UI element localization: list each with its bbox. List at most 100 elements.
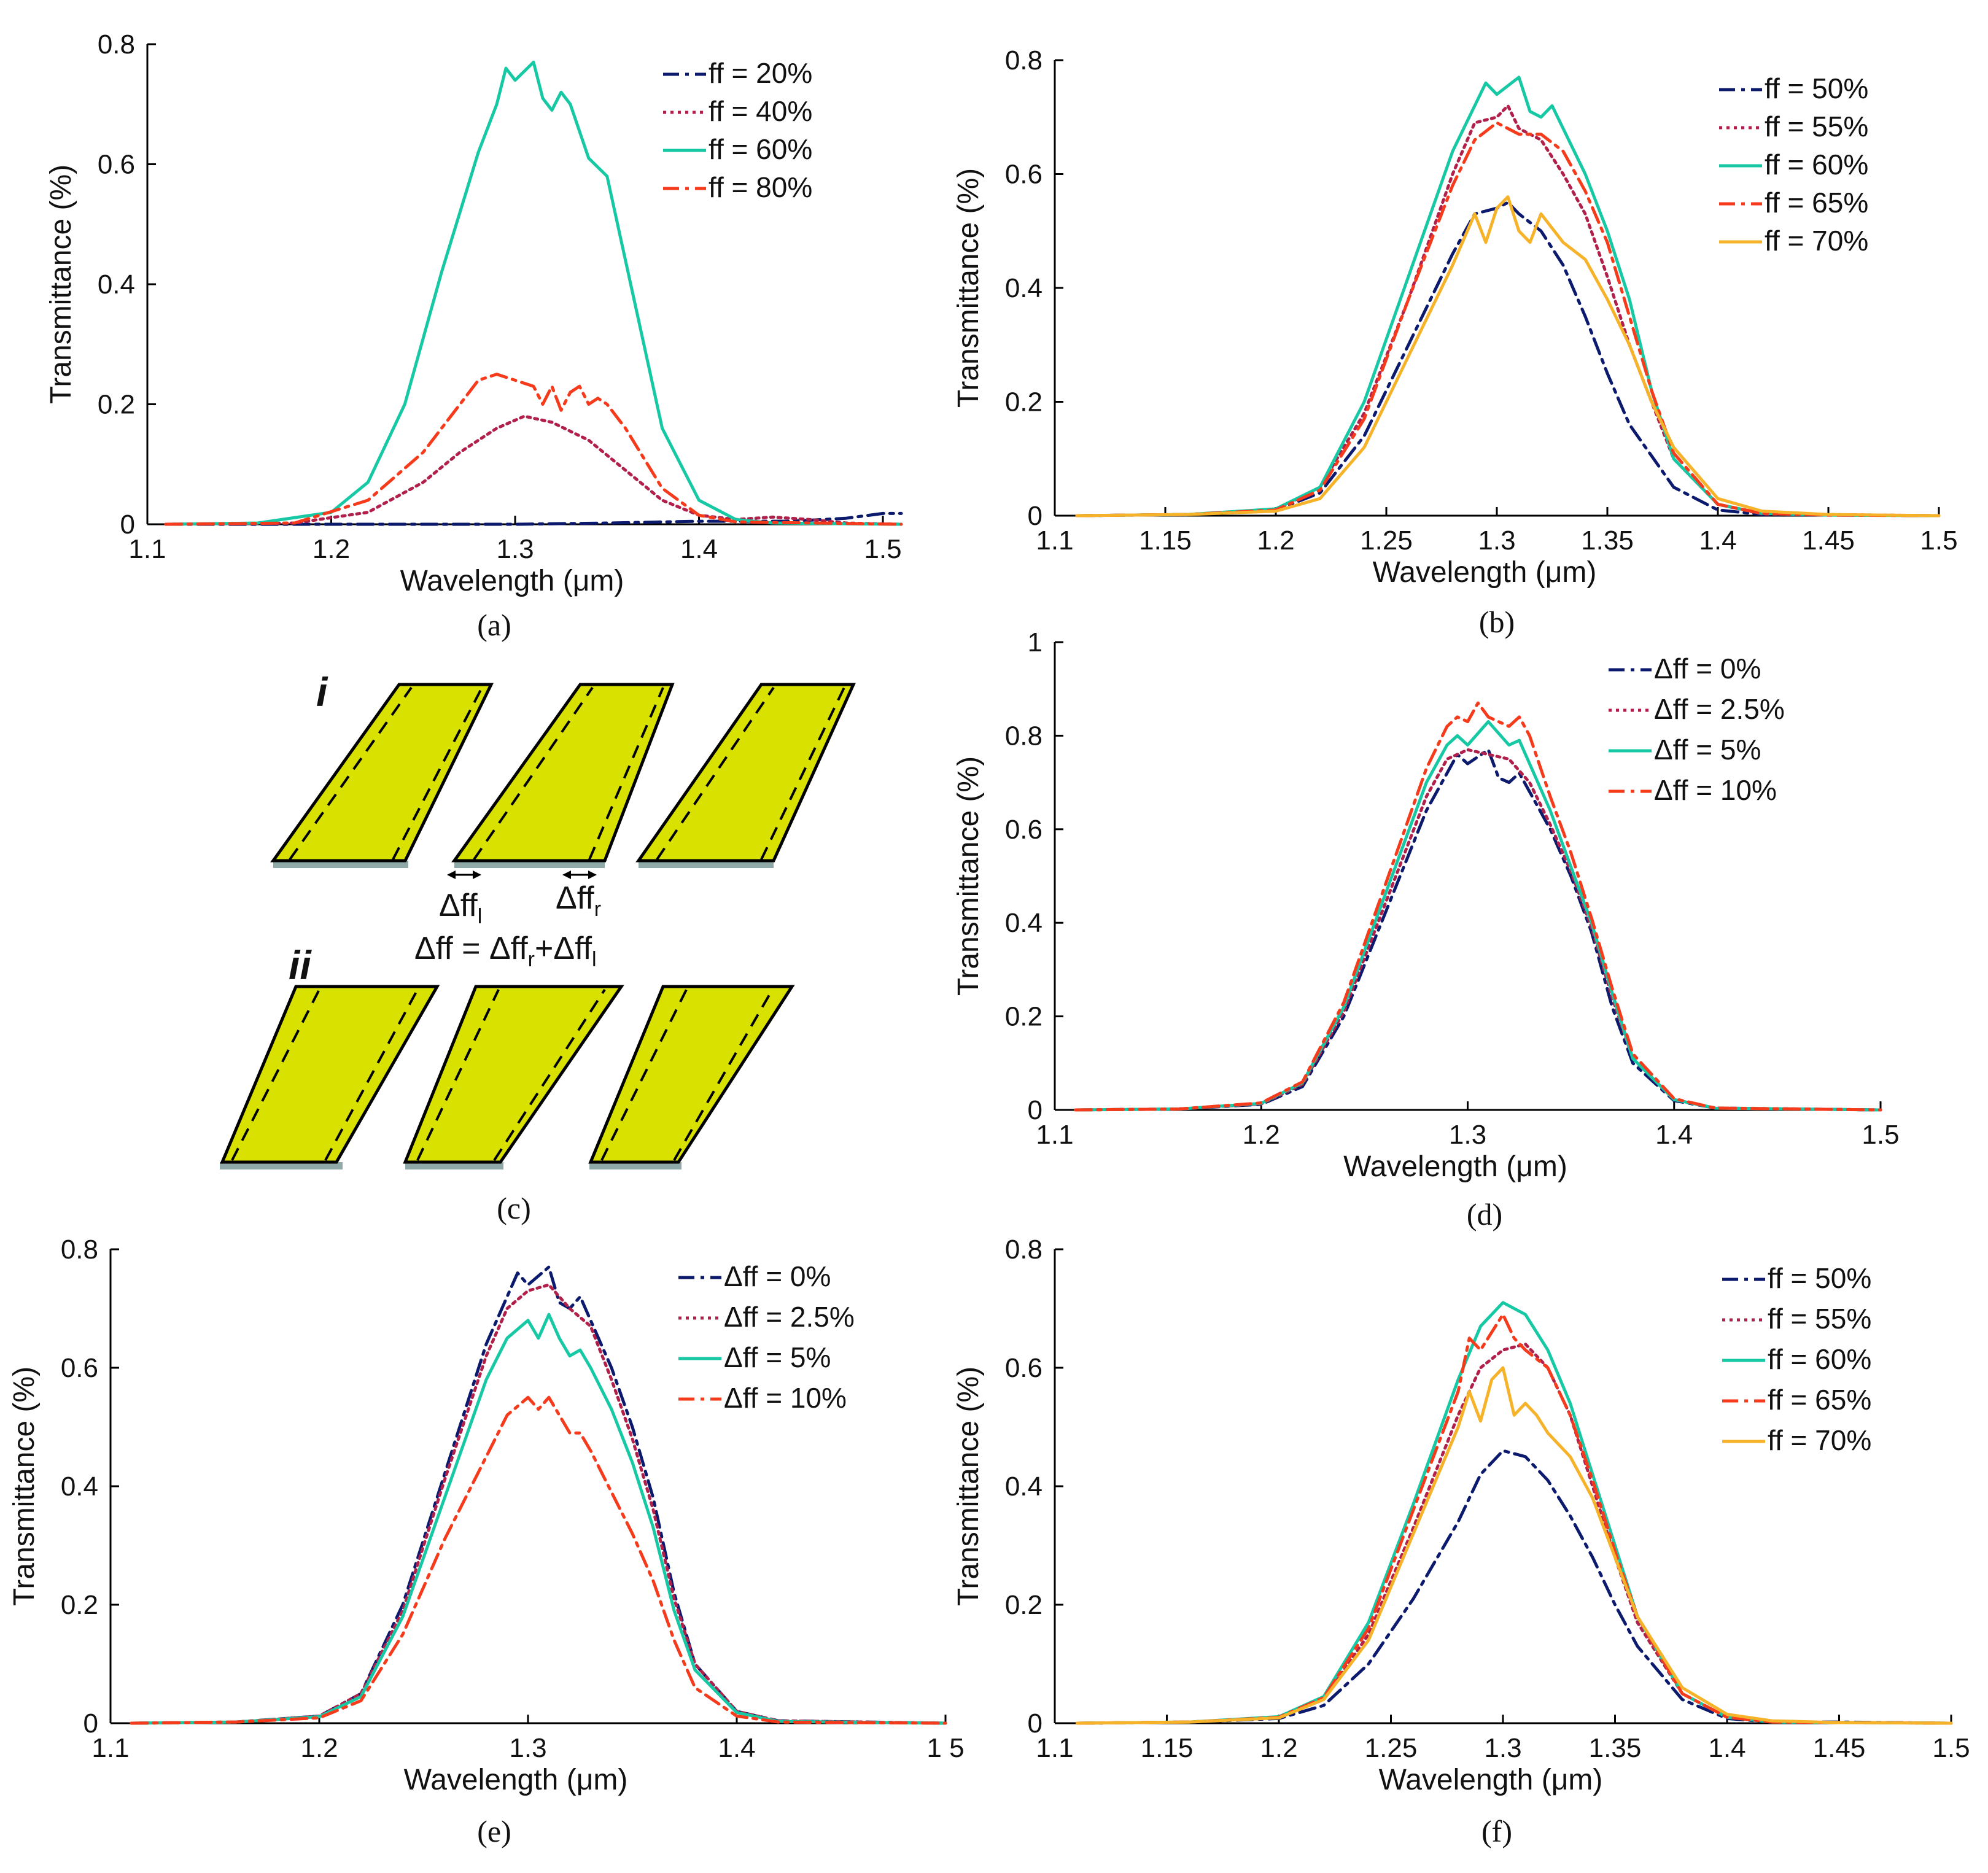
y-tick-label: 0.4 <box>1005 273 1043 303</box>
y-axis-label: Transmittance (%) <box>8 1367 41 1606</box>
series-line <box>164 60 903 526</box>
y-tick-label: 0.4 <box>1005 1472 1043 1502</box>
legend-label: ff = 20% <box>709 57 812 89</box>
grating-ridge <box>220 985 440 1164</box>
x-tick-label: 1.1 <box>1036 1120 1073 1150</box>
y-axis-label: Transmittance (%) <box>952 168 985 408</box>
grating-ridge <box>451 683 675 863</box>
panel-d-chart: 1.1 1.2 1.3 1.4 1.5 0 0.2 0.4 0.6 0.8 1 Wavelength … <box>952 627 1900 1231</box>
panel-caption: (e) <box>477 1814 511 1848</box>
substrate-segment <box>405 1162 503 1169</box>
x-tick-label: 1.3 <box>496 534 534 564</box>
legend-label: Δff = 0% <box>724 1260 831 1292</box>
x-tick-label: 1.25 <box>1365 1733 1418 1763</box>
delta-ff-l-label: Δffl <box>439 888 482 928</box>
ridge-dashed-edge <box>760 687 845 860</box>
ridge-dashed-edge <box>493 988 606 1161</box>
y-axis-label: Transmittance (%) <box>45 165 77 404</box>
x-tick-label: 1.4 <box>718 1733 755 1763</box>
panel-c-schematic: i Δffl Δffr Δff = Δffr+Δffl ii <box>220 669 856 1225</box>
legend-label: ff = 60% <box>1768 1343 1871 1375</box>
series-line <box>130 1313 947 1725</box>
series-line <box>1075 121 1941 518</box>
panel-caption: (b) <box>1479 605 1515 639</box>
y-tick-label: 0.6 <box>1005 1353 1043 1383</box>
y-tick-label: 0.4 <box>98 270 135 300</box>
y-axis-label: Transmittance (%) <box>952 1367 985 1606</box>
x-tick-label: 1.35 <box>1581 525 1634 556</box>
x-tick-label: 1.1 <box>1036 1733 1073 1763</box>
x-tick-label: 1.5 <box>1932 1733 1970 1763</box>
x-axis-label: Wavelength (μm) <box>400 565 624 597</box>
x-tick-label: 1.1 <box>1036 525 1073 556</box>
x-tick-label: 1.3 <box>1449 1120 1486 1150</box>
panel-b-chart: 1.1 1.15 1.2 1.25 1.3 1.35 1.4 1.45 1.5 0 0.2 0.4 0.… <box>952 45 1958 639</box>
y-tick-label: 1 <box>1028 627 1043 657</box>
legend-label: Δff = 0% <box>1654 653 1761 684</box>
x-tick-label: 1.4 <box>1699 525 1736 556</box>
x-tick-label: 1.3 <box>1484 1733 1521 1763</box>
legend-label: ff = 65% <box>1765 187 1868 219</box>
x-tick-label: 1.5 <box>1862 1120 1899 1150</box>
y-tick-label: 0.6 <box>1005 160 1043 190</box>
schematic-label-i: i <box>316 669 328 715</box>
grating-ridge <box>270 683 494 863</box>
ridge-dashed-edge <box>673 989 774 1161</box>
series-line <box>1075 195 1941 518</box>
series-line <box>130 1283 947 1725</box>
y-tick-label: 0.8 <box>1005 721 1043 751</box>
substrate-segment <box>639 861 774 868</box>
substrate-segment <box>273 861 408 868</box>
ridge-dashed-edge <box>324 989 419 1161</box>
y-tick-label: 0.6 <box>1005 815 1043 845</box>
ridge-dashed-edge <box>473 686 594 861</box>
x-tick-label: 1.2 <box>1243 1120 1280 1150</box>
substrate-segment <box>220 1162 343 1169</box>
series-line <box>1074 748 1882 1112</box>
legend-label: ff = 55% <box>1768 1303 1871 1335</box>
x-axis-label: Wavelength (μm) <box>1343 1150 1567 1183</box>
panel-caption: (a) <box>477 608 511 642</box>
delta-ff-l-arrow <box>447 871 481 879</box>
panel-c-caption: (c) <box>497 1191 531 1225</box>
legend-label: ff = 65% <box>1768 1384 1871 1416</box>
y-tick-label: 0.4 <box>1005 908 1043 938</box>
y-tick-label: 0.8 <box>98 29 135 60</box>
x-tick-label: 1.5 <box>864 534 901 564</box>
x-tick-label: 1.4 <box>1655 1120 1693 1150</box>
x-tick-label: 1.45 <box>1802 525 1855 556</box>
y-tick-label: 0.2 <box>61 1590 98 1620</box>
y-tick-label: 0.2 <box>1005 1002 1043 1032</box>
panel-a-chart: 1.1 1.2 1.3 1.4 1.5 0 0.2 0.4 0.6 0.8 Wavelength (… <box>45 29 903 642</box>
ridge-dashed-edge <box>289 686 413 861</box>
legend-label: ff = 70% <box>1765 225 1868 257</box>
legend-label: ff = 70% <box>1768 1424 1871 1456</box>
y-tick-label: 0.2 <box>1005 387 1043 417</box>
grating-ridge <box>403 985 624 1164</box>
ridge-dashed-edge <box>656 686 775 861</box>
series-line <box>1076 1313 1953 1725</box>
y-tick-label: 0 <box>1028 1708 1043 1739</box>
x-tick-label: 1.4 <box>1708 1733 1745 1763</box>
y-tick-label: 0.2 <box>1005 1590 1043 1620</box>
schematic-label-ii: ii <box>289 942 312 988</box>
ridge-dashed-edge <box>600 989 688 1161</box>
x-tick-label: 1.45 <box>1813 1733 1866 1763</box>
y-tick-label: 0.2 <box>98 390 135 420</box>
x-tick-label: 1.15 <box>1141 1733 1194 1763</box>
substrate-segment <box>589 1162 681 1169</box>
series-line <box>164 511 903 526</box>
y-tick-label: 0.8 <box>61 1235 98 1265</box>
panel-caption: (d) <box>1467 1197 1502 1231</box>
legend-label: ff = 80% <box>709 171 812 203</box>
series-line <box>1075 76 1941 518</box>
delta-ff-equation: Δff = Δffr+Δffl <box>414 931 597 971</box>
x-tick-label: 1.2 <box>1260 1733 1297 1763</box>
grating-ridge <box>588 985 795 1164</box>
x-tick-label: 1.3 <box>1478 525 1515 556</box>
legend-label: Δff = 10% <box>1654 774 1777 806</box>
y-tick-label: 0.6 <box>98 150 135 180</box>
ridge-dashed-edge <box>392 687 483 860</box>
series-line <box>1076 1449 1953 1725</box>
